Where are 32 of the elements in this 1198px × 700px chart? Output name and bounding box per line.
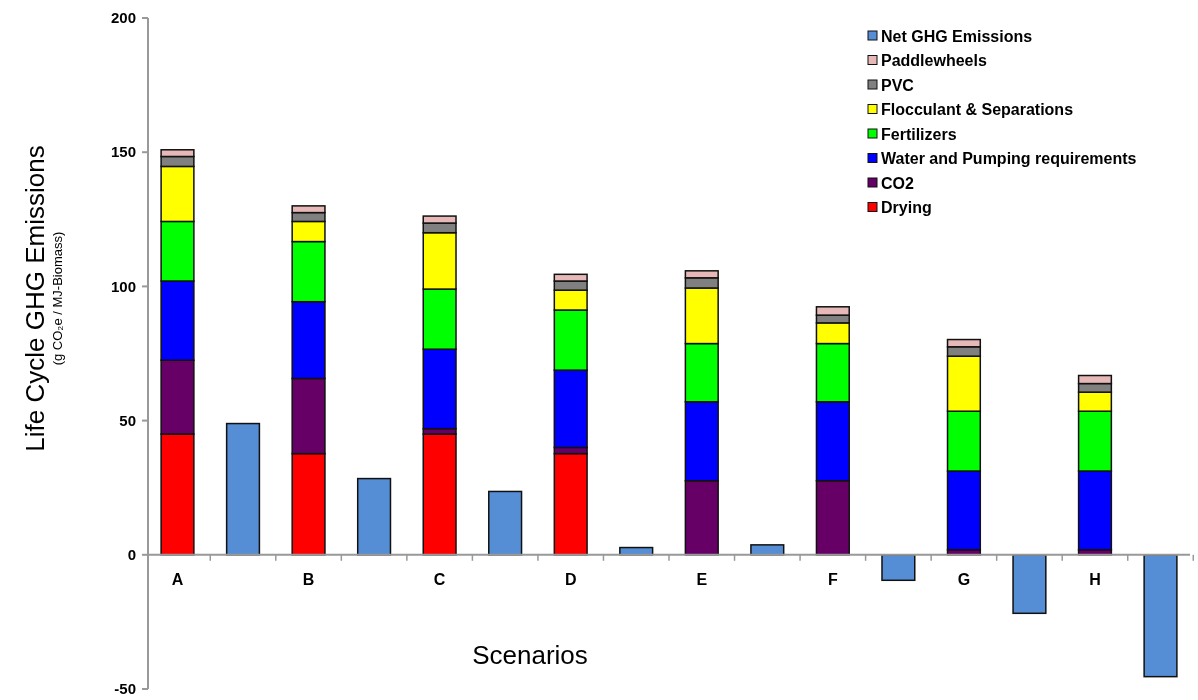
bar bbox=[553, 452, 588, 556]
x-tick-label: F bbox=[827, 570, 838, 588]
legend-label: PVC bbox=[881, 76, 915, 94]
legend-label: Fertilizers bbox=[881, 125, 957, 143]
legend-label: Net GHG Emissions bbox=[881, 27, 1033, 45]
y-tick-label: 0 bbox=[127, 546, 136, 564]
bar bbox=[488, 490, 523, 556]
x-tick-label: C bbox=[433, 570, 446, 588]
legend-label: CO2 bbox=[881, 174, 914, 192]
y-tick-label: -50 bbox=[114, 680, 136, 698]
y-tick-label: 150 bbox=[110, 143, 136, 161]
bar bbox=[881, 554, 916, 582]
x-axis-title: Scenarios bbox=[472, 640, 588, 670]
x-tick-label: D bbox=[564, 570, 577, 588]
legend-label: Flocculant & Separations bbox=[881, 101, 1074, 119]
x-tick-label: G bbox=[957, 570, 971, 588]
legend-label: Paddlewheels bbox=[881, 52, 987, 70]
legend-label: Water and Pumping requirements bbox=[881, 150, 1137, 168]
bar bbox=[1012, 554, 1047, 615]
y-axis-title: Life Cycle GHG Emissions (g CO₂e / MJ-Biomass) bbox=[20, 145, 65, 452]
x-tick-label: H bbox=[1089, 570, 1101, 588]
legend-label: Drying bbox=[881, 199, 932, 217]
y-tick-label: 200 bbox=[110, 9, 136, 27]
x-tick-label: E bbox=[696, 570, 708, 588]
x-tick-label: B bbox=[302, 570, 315, 588]
y-tick-label: 100 bbox=[110, 277, 136, 295]
bar bbox=[356, 477, 392, 556]
bar bbox=[225, 422, 261, 556]
x-tick-label: A bbox=[171, 570, 184, 588]
bar bbox=[422, 433, 457, 556]
y-tick-label: 50 bbox=[119, 411, 136, 429]
bar bbox=[1143, 554, 1178, 678]
